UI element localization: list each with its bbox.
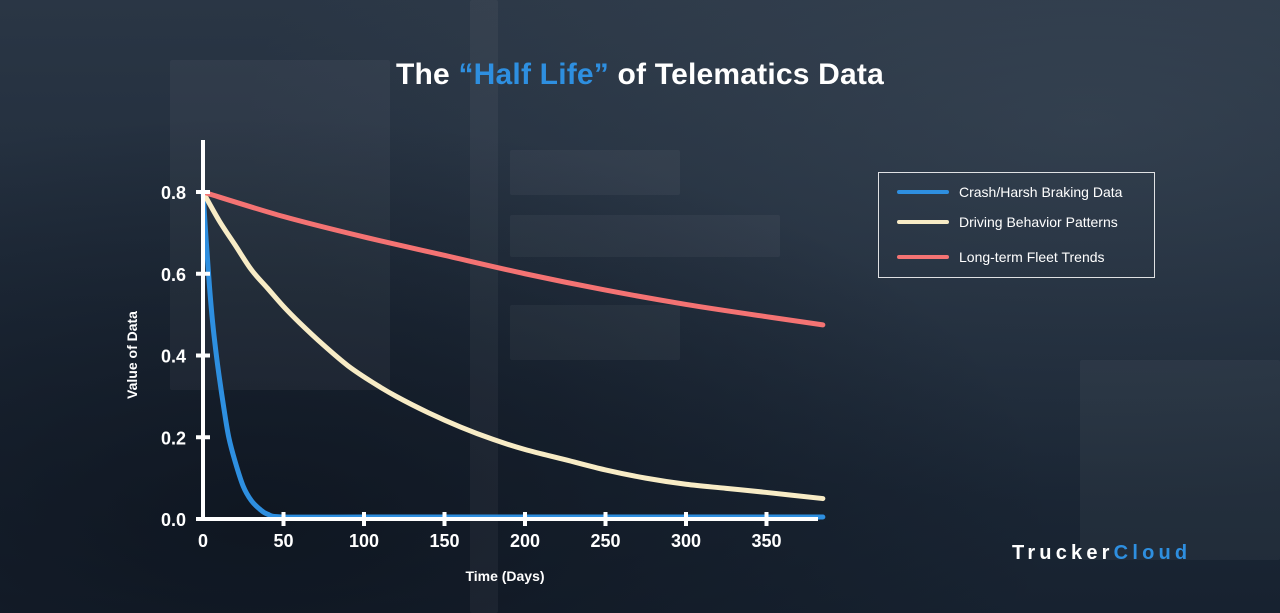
x-tick-label: 150 (429, 531, 459, 551)
y-axis-label: Value of Data (124, 311, 140, 399)
x-tick-label: 250 (590, 531, 620, 551)
x-axis-label: Time (Days) (465, 568, 544, 584)
x-tick-label: 50 (273, 531, 293, 551)
bg-truck-trailer (510, 305, 680, 360)
truckercloud-logo: TruckerCloud (1012, 542, 1192, 564)
legend-item: Driving Behavior Patterns (897, 214, 1118, 230)
legend-swatch (897, 190, 949, 194)
legend-swatch (897, 255, 949, 259)
y-tick-label: 0.4 (161, 347, 186, 367)
legend-item: Crash/Harsh Braking Data (897, 184, 1122, 200)
y-tick-label: 0.2 (161, 428, 186, 448)
bg-parking-area (1080, 360, 1280, 560)
bg-truck-trailer (510, 215, 780, 257)
page-title: The “Half Life” of Telematics Data (395, 58, 885, 91)
x-tick-label: 0 (198, 531, 208, 551)
x-tick-label: 100 (349, 531, 379, 551)
bg-truck-trailer (510, 150, 680, 195)
bg-road (470, 0, 498, 613)
series-line-0 (200, 189, 826, 520)
chart-legend: Crash/Harsh Braking Data Driving Behavio… (878, 172, 1155, 278)
legend-label: Long-term Fleet Trends (959, 249, 1105, 265)
y-tick-label: 0.8 (161, 183, 186, 203)
series-line-1 (200, 189, 826, 502)
legend-label: Crash/Harsh Braking Data (959, 184, 1123, 200)
legend-label: Driving Behavior Patterns (959, 214, 1118, 230)
y-tick-label: 0.6 (161, 265, 186, 285)
series-line-2 (200, 189, 826, 328)
legend-item: Long-term Fleet Trends (897, 249, 1105, 265)
y-tick-label: 0.0 (161, 510, 186, 530)
x-tick-label: 200 (510, 531, 540, 551)
x-tick-label: 350 (751, 531, 781, 551)
title-highlight: “Half Life” (458, 58, 609, 91)
x-tick-label: 300 (671, 531, 701, 551)
legend-swatch (897, 220, 949, 224)
